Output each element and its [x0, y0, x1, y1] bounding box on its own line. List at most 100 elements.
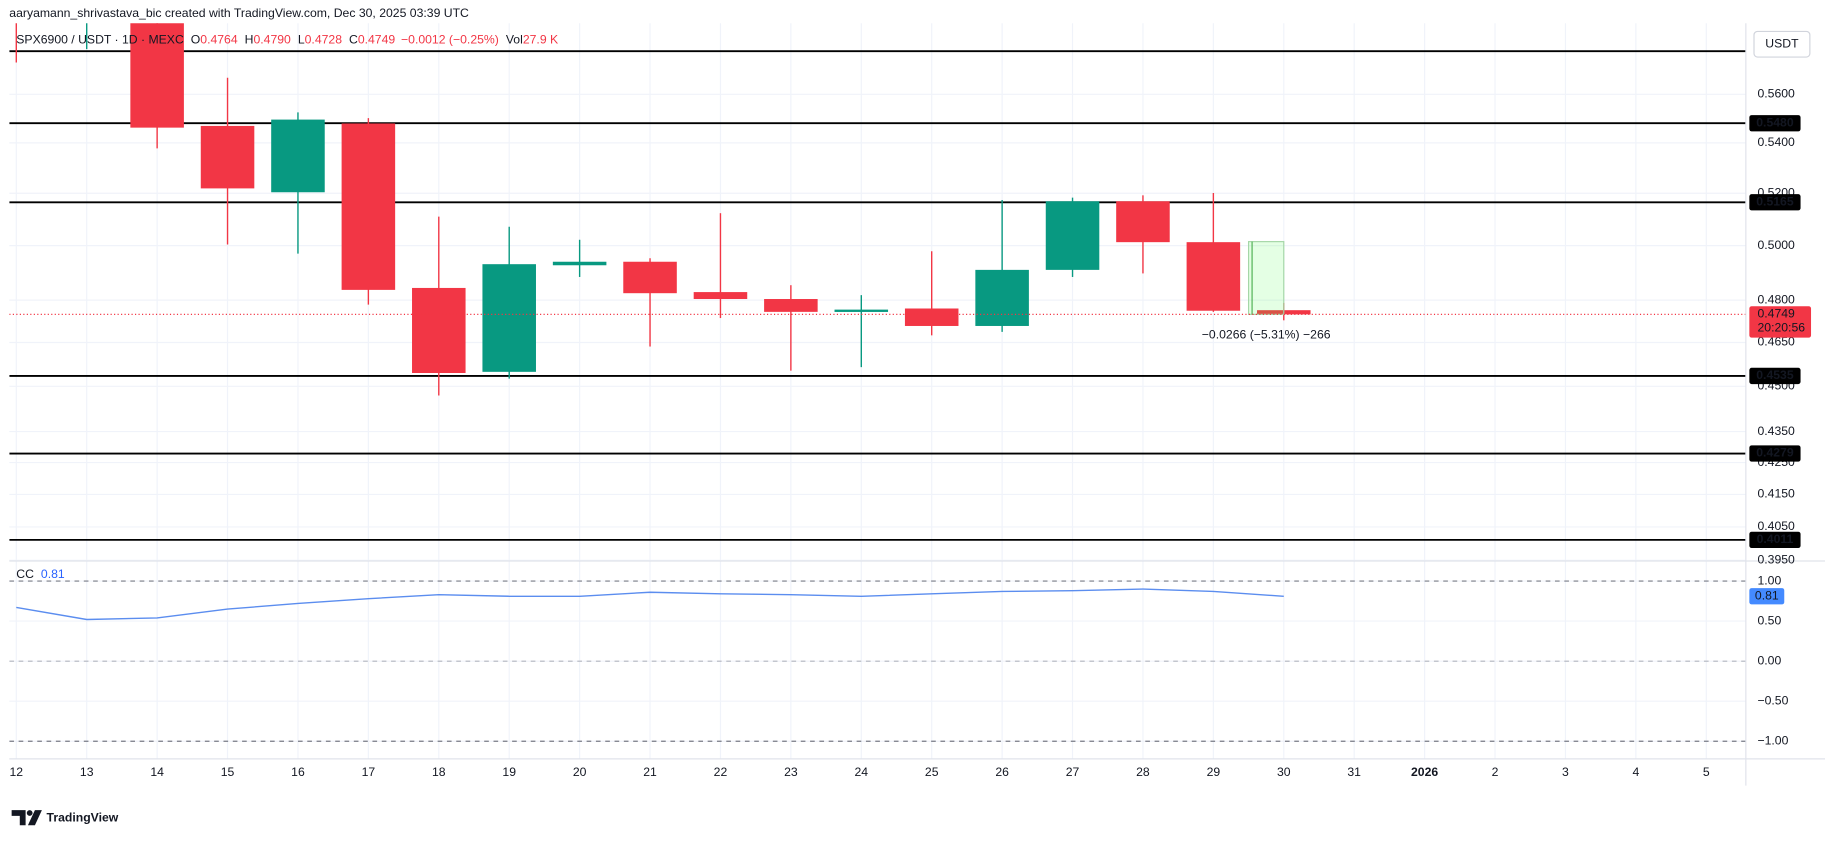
- candle-body: [341, 123, 396, 290]
- legend-volume-key: Vol: [506, 33, 523, 47]
- cc-tick-label: −0.50: [1757, 693, 1788, 707]
- legend-symbol: SPX6900 / USDT · 1D · MEXC: [16, 33, 184, 47]
- x-tick-label: 2026: [1411, 765, 1438, 779]
- x-tick-label: 31: [1347, 765, 1361, 779]
- x-tick-label: 30: [1277, 765, 1291, 779]
- level-label-box: [1749, 445, 1801, 462]
- x-tick-label: 12: [9, 765, 23, 779]
- candle-body: [693, 292, 748, 300]
- candle-body: [623, 261, 677, 294]
- cc-value-label: 0.81: [1755, 588, 1779, 602]
- y-tick-label: 0.5600: [1757, 87, 1795, 101]
- level-label: 0.4279: [1756, 446, 1794, 460]
- x-tick-label: 19: [502, 765, 516, 779]
- level-label: 0.5165: [1756, 195, 1794, 209]
- x-tick-label: 27: [1066, 765, 1080, 779]
- level-label: 0.4535: [1756, 368, 1794, 382]
- candle-body: [412, 287, 466, 374]
- x-tick-label: 20: [573, 765, 587, 779]
- x-tick-label: 5: [1703, 765, 1710, 779]
- level-label-box: [1749, 194, 1801, 211]
- legend-key: H: [245, 33, 254, 47]
- brand: TradingView: [47, 810, 119, 824]
- measure-box: [1247, 241, 1285, 315]
- x-tick-label: 4: [1632, 765, 1639, 779]
- cc-legend-value: 0.81: [41, 567, 65, 581]
- legend: SPX6900 / USDT · 1D · MEXC O0.4764 H0.4790…: [16, 33, 559, 47]
- currency[interactable]: USDT: [1765, 36, 1799, 50]
- brand-icon-dot: [26, 810, 33, 816]
- candle-body: [200, 125, 255, 189]
- currency-box[interactable]: [1753, 30, 1811, 58]
- x-tick-label: 26: [995, 765, 1009, 779]
- header: aaryamann_shrivastava_bic created with T…: [9, 6, 469, 20]
- legend-value: 0.4764: [200, 33, 238, 47]
- candle-body: [482, 264, 536, 372]
- level-label-box: [1749, 115, 1801, 132]
- candle-body: [552, 261, 607, 266]
- candle-body: [271, 119, 325, 193]
- x-tick-label: 15: [221, 765, 235, 779]
- brand-icon: [11, 810, 42, 826]
- indicator-pane: [9, 580, 1746, 742]
- cc-tick-label: −1.00: [1757, 733, 1788, 747]
- candle-body: [1045, 201, 1100, 270]
- legend-key: C: [349, 33, 358, 47]
- legend-volume: 27.9 K: [523, 33, 559, 47]
- cc-tick-label: 0.00: [1757, 653, 1781, 667]
- measure-label: −0.0266 (−5.31%) −266: [1202, 328, 1331, 342]
- cc-value-box: [1749, 588, 1785, 605]
- last-price-label: 0.4749: [1757, 307, 1795, 321]
- x-tick-label: 24: [854, 765, 868, 779]
- x-tick-label: 28: [1136, 765, 1150, 779]
- brand-logo: [11, 810, 42, 826]
- countdown: 20:20:56: [1757, 321, 1805, 335]
- x-tick-label: 3: [1562, 765, 1569, 779]
- x-tick-label: 16: [291, 765, 305, 779]
- y-tick-label: 0.4050: [1757, 519, 1795, 533]
- cc-tick-label: 1.00: [1757, 573, 1781, 587]
- level-label: 0.5480: [1756, 115, 1794, 129]
- x-tick-label: 17: [362, 765, 376, 779]
- price-pane: [9, 23, 1746, 541]
- x-tick-label: 22: [714, 765, 728, 779]
- x-tick-label: 14: [150, 765, 164, 779]
- candle-body: [904, 308, 959, 326]
- y-tick-label: 0.4650: [1757, 335, 1795, 349]
- x-tick-label: 18: [432, 765, 446, 779]
- y-tick-label: 0.5000: [1757, 238, 1795, 252]
- candle-body: [764, 299, 818, 312]
- y-tick-label: 0.4800: [1757, 292, 1795, 306]
- candle-body: [1116, 201, 1170, 243]
- cc-tick-label: 0.50: [1757, 613, 1781, 627]
- last-price-box: [1749, 306, 1812, 338]
- level-label-box: [1749, 531, 1801, 549]
- legend-value: 0.4728: [305, 33, 343, 47]
- legend-value: 0.4790: [253, 33, 291, 47]
- y-tick-label: 0.3950: [1757, 553, 1795, 567]
- legend-value: 0.4749: [358, 33, 396, 47]
- candle-body: [834, 309, 889, 312]
- x-tick-label: 2: [1492, 765, 1499, 779]
- cc-legend-name: CC: [16, 567, 34, 581]
- x-tick-label: 25: [925, 765, 939, 779]
- candle-body: [975, 269, 1029, 326]
- candle-body: [130, 23, 184, 128]
- x-tick-label: 21: [643, 765, 657, 779]
- y-tick-label: 0.4350: [1757, 424, 1795, 438]
- legend-key: O: [191, 33, 201, 47]
- candle-body: [1186, 242, 1241, 311]
- y-tick-label: 0.5400: [1757, 135, 1795, 149]
- cc-line: [16, 588, 1284, 621]
- axes: 12 13 14 15 16 17 18 19 20 21 22 23 24 25 26 27 28 29 30 31…: [9, 23, 1825, 786]
- level-label: 0.4011: [1757, 532, 1794, 546]
- x-tick-label: 23: [784, 765, 798, 779]
- y-tick-label: 0.4150: [1757, 487, 1795, 501]
- legend-key: L: [298, 33, 305, 47]
- cc-legend: CC 0.81: [16, 567, 65, 581]
- legend-change: −0.0012 (−0.25%): [401, 33, 499, 47]
- x-tick-label: 29: [1207, 765, 1221, 779]
- x-tick-label: 13: [80, 765, 94, 779]
